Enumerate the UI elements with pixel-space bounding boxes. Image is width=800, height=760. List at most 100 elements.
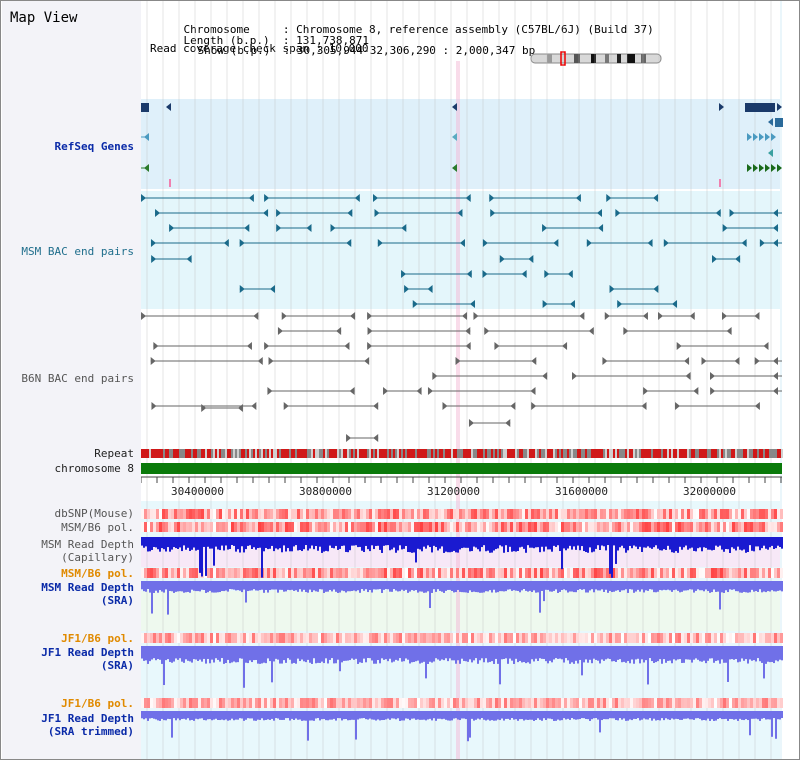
msm-b6-pol-heat: [216, 568, 219, 578]
msm-capillary-depth-bar: [409, 537, 411, 553]
dbsnp-heat: [750, 509, 753, 519]
msm-b6-pol-heat: [669, 522, 672, 532]
repeat-segment: [579, 449, 581, 458]
msm-b6-pol-heat: [159, 568, 162, 578]
dbsnp-heat: [480, 509, 483, 519]
jf1-b6-pol-heat: [654, 698, 657, 708]
jf1-b6-pol-heat: [474, 633, 477, 643]
jf1-b6-pol-heat: [348, 633, 351, 643]
jf1-b6-pol-heat: [657, 633, 660, 643]
repeat-segment: [175, 449, 177, 458]
dbsnp-heat: [660, 509, 663, 519]
repeat-segment: [477, 449, 479, 458]
msm-b6-pol-heat: [309, 568, 312, 578]
msm-capillary-depth-bar: [357, 537, 359, 548]
jf1-sra-depth-bar: [531, 646, 533, 660]
dbsnp-heat: [225, 509, 228, 519]
msm-b6-pol-heat: [174, 522, 177, 532]
bac-end: [701, 357, 707, 365]
repeat-segment: [749, 449, 751, 458]
msm-capillary-depth-bar: [561, 537, 563, 570]
msm-b6-pol-heat: [489, 522, 492, 532]
jf1-trimmed-depth-bar: [353, 711, 355, 720]
jf1-sra-depth-bar: [575, 646, 577, 661]
msm-b6-pol-heat: [420, 522, 423, 532]
msm-b6-pol-heat: [498, 568, 501, 578]
msm-capillary-depth-bar: [325, 537, 327, 551]
genome-track-canvas[interactable]: [141, 1, 783, 759]
msm-b6-pol-heat: [660, 568, 663, 578]
bac-end: [729, 209, 735, 217]
dbsnp-heat: [255, 509, 258, 519]
msm-b6-pol-heat: [654, 568, 657, 578]
repeat-segment: [259, 449, 261, 458]
repeat-segment: [397, 449, 399, 458]
bac-end: [675, 402, 681, 410]
msm-b6-pol-heat: [615, 522, 618, 532]
bac-end: [347, 209, 353, 217]
msm-capillary-depth-bar: [201, 537, 203, 577]
track-label-jf1-b6-pol-2[interactable]: JF1/B6 pol.: [61, 697, 134, 710]
msm-b6-pol-heat: [606, 568, 609, 578]
msm-b6-pol-heat: [354, 568, 357, 578]
msm-sra-depth-bar: [605, 581, 607, 590]
jf1-sra-depth-bar: [169, 646, 171, 662]
msm-capillary-depth-bar: [435, 537, 437, 548]
track-label-jf1-depth-sra[interactable]: JF1 Read Depth: [41, 646, 134, 659]
dbsnp-heat: [162, 509, 165, 519]
jf1-sra-depth-bar: [275, 646, 277, 659]
msm-capillary-depth-bar: [421, 537, 423, 552]
repeat-segment: [361, 449, 363, 458]
bac-end: [482, 270, 488, 278]
repeat-segment: [339, 449, 341, 458]
msm-sra-depth-bar: [537, 581, 539, 593]
track-label-b6n-bac[interactable]: B6N BAC end pairs: [21, 372, 134, 385]
chromosome-ideogram[interactable]: [529, 51, 663, 67]
jf1-trimmed-depth-bar: [363, 711, 365, 719]
repeat-segment: [199, 449, 201, 458]
track-label-msm-depth-sra[interactable]: MSM Read Depth: [41, 581, 134, 594]
jf1-sra-depth-bar: [405, 646, 407, 659]
dbsnp-heat: [768, 509, 771, 519]
track-label-repeat[interactable]: Repeat: [94, 447, 134, 460]
repeat-segment: [161, 449, 163, 458]
track-label-msm-b6-pol-2[interactable]: MSM/B6 pol.: [61, 567, 134, 580]
track-label-chromosome[interactable]: chromosome 8: [54, 462, 134, 475]
repeat-segment: [537, 449, 539, 458]
bac-end: [754, 312, 760, 320]
jf1-sra-depth-bar: [421, 646, 423, 663]
jf1-trimmed-depth-bar: [715, 711, 717, 721]
jf1-trimmed-depth-bar: [639, 711, 641, 721]
msm-b6-pol-heat: [279, 522, 282, 532]
track-label-dbsnp[interactable]: dbSNP(Mouse): [54, 507, 134, 520]
jf1-sra-depth-bar: [733, 646, 735, 660]
track-label-msm-bac[interactable]: MSM BAC end pairs: [21, 245, 134, 258]
track-label-msm-depth-capillary[interactable]: MSM Read Depth: [41, 538, 134, 551]
track-label-refseq[interactable]: RefSeq Genes: [54, 140, 134, 153]
jf1-b6-pol-heat: [309, 633, 312, 643]
repeat-segment: [351, 449, 353, 458]
dbsnp-heat: [516, 509, 519, 519]
bac-end: [257, 357, 263, 365]
track-label-msm-b6-pol-1[interactable]: MSM/B6 pol.: [61, 521, 134, 534]
msm-sra-depth-bar: [711, 581, 713, 593]
msm-b6-pol-heat: [690, 568, 693, 578]
jf1-sra-depth-bar: [587, 646, 589, 663]
jf1-b6-pol-heat: [756, 633, 759, 643]
msm-sra-depth-bar: [379, 581, 381, 590]
msm-b6-pol-heat: [306, 568, 309, 578]
msm-sra-depth-bar: [419, 581, 421, 592]
bac-end: [267, 387, 273, 395]
msm-sra-depth-bar: [233, 581, 235, 590]
jf1-b6-pol-heat: [195, 698, 198, 708]
msm-capillary-depth-bar: [709, 537, 711, 550]
track-label-jf1-b6-pol-1[interactable]: JF1/B6 pol.: [61, 632, 134, 645]
repeat-segment: [451, 449, 453, 458]
jf1-trimmed-depth-bar: [365, 711, 367, 720]
msm-capillary-depth-bar: [279, 537, 281, 549]
jf1-trimmed-depth-bar: [581, 711, 583, 719]
track-label-jf1-depth-trimmed[interactable]: JF1 Read Depth: [41, 712, 134, 725]
msm-b6-pol-heat: [759, 522, 762, 532]
dbsnp-heat: [378, 509, 381, 519]
msm-capillary-depth-bar: [551, 537, 553, 552]
